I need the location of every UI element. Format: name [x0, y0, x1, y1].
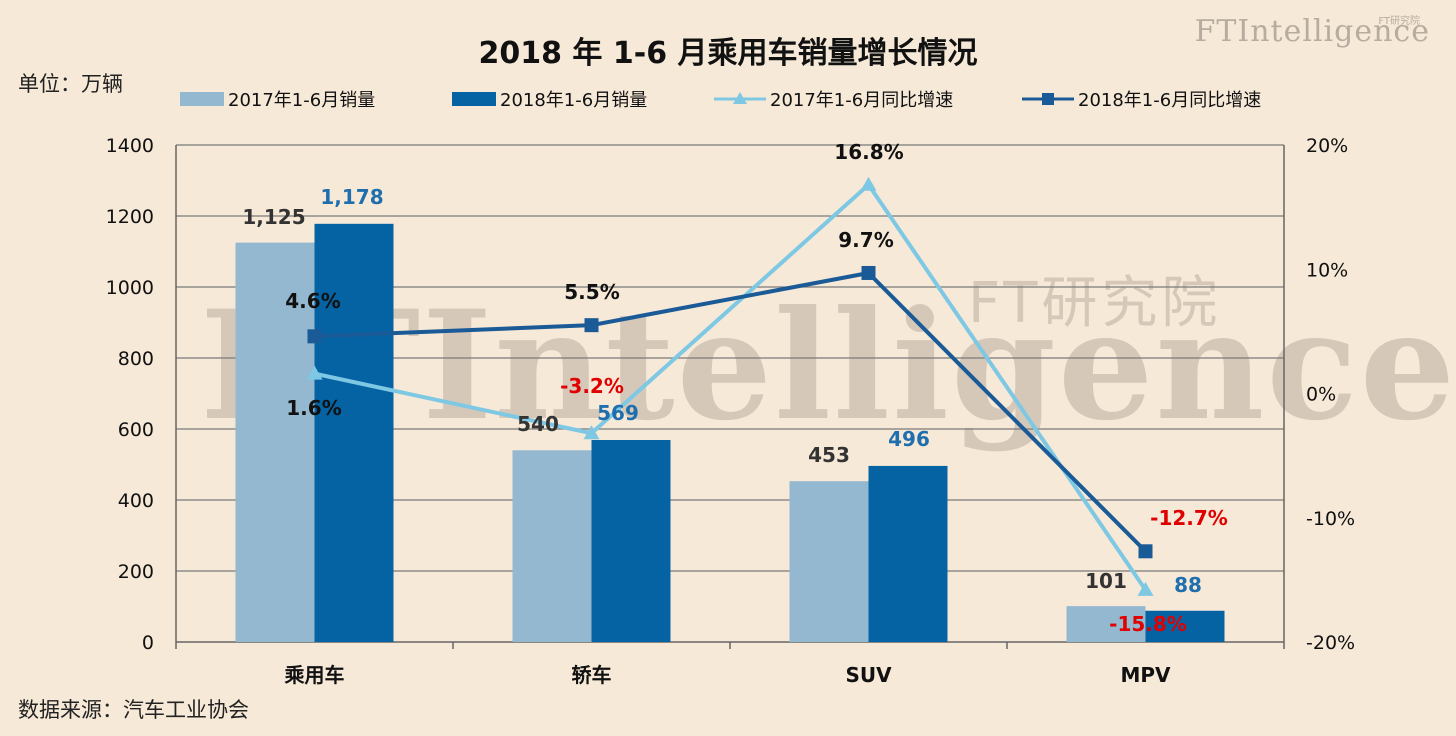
data-label-2018-growth: -12.7% — [1150, 506, 1228, 530]
marker-2018-growth — [584, 318, 599, 333]
legend-item-2017-sales: 2017年1-6月销量 — [180, 86, 375, 112]
x-tick-label: MPV — [1120, 663, 1171, 687]
y-left-tick-label: 1000 — [106, 277, 154, 299]
data-label-2018-growth: 9.7% — [838, 228, 893, 252]
legend-swatch-2018-sales — [452, 92, 496, 106]
data-label-2017-growth: 1.6% — [286, 396, 341, 420]
data-label-2017-sales: 101 — [1085, 569, 1127, 593]
legend-marker-2017-growth — [714, 92, 766, 104]
data-source-label: 数据来源：汽车工业协会 — [18, 698, 249, 722]
bar-2018-sales — [1145, 610, 1225, 642]
legend-item-2017-growth: 2017年1-6月同比增速 — [712, 86, 953, 112]
y-right-tick-label: 10% — [1306, 259, 1348, 281]
y-left-tick-label: 400 — [118, 490, 154, 512]
data-label-2017-sales: 540 — [517, 412, 559, 436]
marker-2018-growth — [307, 329, 322, 344]
data-label-2018-sales: 1,178 — [320, 185, 383, 209]
bar-2018-sales — [591, 440, 671, 642]
y-right-tick-label: 0% — [1306, 384, 1336, 406]
data-label-2017-sales: 453 — [808, 443, 850, 467]
legend-label-2018-growth: 2018年1-6月同比增速 — [1078, 90, 1262, 111]
watermark-sub-text: FT研究院 — [968, 271, 1221, 336]
data-label-2017-growth: -3.2% — [560, 374, 624, 398]
brand-logo-text: FTIntelligence — [1194, 14, 1430, 49]
x-tick-label: SUV — [845, 663, 892, 687]
legend-label-2018-sales: 2018年1-6月销量 — [500, 90, 648, 111]
bar-2017-sales — [512, 450, 592, 642]
line-2017-growth — [314, 182, 1148, 591]
marker-2018-growth — [1138, 544, 1153, 559]
y-left-tick-label: 600 — [118, 419, 154, 441]
data-label-2018-sales: 496 — [888, 427, 930, 451]
line-2018-growth — [314, 270, 1147, 553]
legend-marker-2018-growth — [1022, 93, 1074, 105]
legend-item-2018-sales: 2018年1-6月销量 — [452, 86, 647, 112]
bar-2017-sales — [235, 242, 315, 642]
legend-swatch-2017-sales — [180, 92, 224, 106]
watermark-main-text: FTIntelligence — [200, 278, 1456, 454]
legend-label-2017-growth: 2017年1-6月同比增速 — [770, 90, 954, 111]
marker-2018-growth — [861, 265, 876, 280]
data-label-2018-growth: 5.5% — [564, 280, 619, 304]
data-label-2018-sales: 88 — [1174, 573, 1202, 597]
chart-title: 2018 年 1-6 月乘用车销量增长情况 — [478, 36, 978, 71]
legend-label-2017-sales: 2017年1-6月销量 — [228, 90, 376, 111]
y-left-tick-label: 800 — [118, 348, 154, 370]
data-label-2017-sales: 1,125 — [242, 205, 305, 229]
marker-2017-growth — [583, 425, 600, 440]
bar-2017-sales — [789, 481, 869, 642]
data-label-2018-growth: 4.6% — [285, 289, 340, 313]
chart-legend: 2017年1-6月销量 2018年1-6月销量 2017年1-6月同比增速 20… — [0, 86, 1456, 116]
x-tick-label: 轿车 — [572, 663, 612, 687]
bar-2017-sales — [1066, 606, 1146, 642]
bar-2018-sales — [314, 223, 394, 642]
y-left-tick-label: 200 — [118, 561, 154, 583]
unit-label: 单位：万辆 — [18, 72, 123, 96]
marker-2017-growth — [860, 176, 877, 191]
marker-2017-growth — [306, 365, 323, 380]
legend-item-2018-growth: 2018年1-6月同比增速 — [1020, 86, 1261, 112]
y-left-tick-label: 0 — [142, 632, 154, 654]
y-left-tick-label: 1200 — [106, 206, 154, 228]
x-tick-label: 乘用车 — [284, 663, 345, 687]
y-left-tick-label: 1400 — [106, 135, 154, 157]
y-right-tick-label: -20% — [1306, 632, 1355, 654]
bar-2018-sales — [868, 465, 948, 642]
y-right-tick-label: -10% — [1306, 508, 1355, 530]
brand-logo-subtext: FT研究院 — [1378, 16, 1420, 27]
data-label-2018-sales: 569 — [597, 401, 639, 425]
marker-2017-growth — [1137, 581, 1154, 596]
data-label-2017-growth: 16.8% — [834, 140, 903, 164]
data-label-2017-growth: -15.8% — [1109, 612, 1187, 636]
y-right-tick-label: 20% — [1306, 135, 1348, 157]
